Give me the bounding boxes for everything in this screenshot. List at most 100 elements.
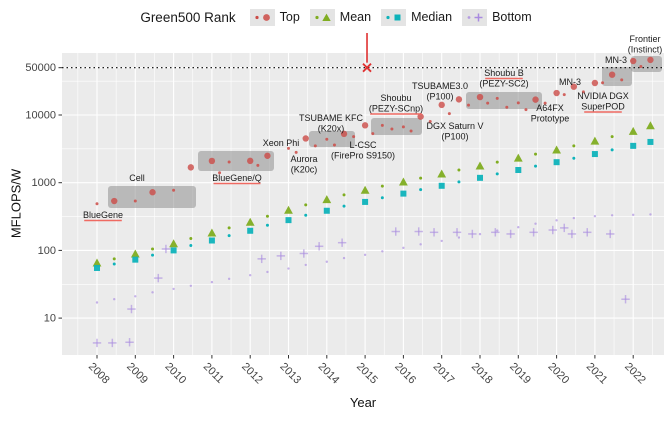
- data-point-bottom: [555, 219, 558, 222]
- x-tick-label: 2009: [124, 361, 150, 387]
- data-point-top: [428, 120, 432, 124]
- legend-title: Green500 Rank: [140, 9, 236, 25]
- data-point-top: [553, 89, 560, 97]
- data-point-top: [524, 108, 528, 112]
- data-point-bottom: [457, 236, 461, 239]
- data-point-median: [247, 227, 254, 234]
- data-point-top: [111, 197, 118, 205]
- annotation-label: Cell: [129, 173, 145, 183]
- annotation-label: (Instinct): [628, 45, 663, 55]
- data-point-mean: [304, 203, 308, 207]
- mean-triangle-icon: [315, 13, 331, 21]
- data-point-top: [476, 93, 484, 101]
- x-axis-title: Year: [349, 395, 377, 410]
- data-point-top: [187, 164, 195, 171]
- data-point-bottom: [381, 250, 384, 253]
- data-point-mean: [437, 169, 447, 178]
- data-point-top: [570, 83, 578, 90]
- x-tick-label: 2020: [545, 361, 571, 387]
- data-point-top: [172, 188, 176, 192]
- data-point-bottom: [151, 291, 154, 294]
- legend-key-median: [381, 8, 407, 26]
- data-point-bottom: [402, 246, 405, 250]
- legend-key-mean: [309, 8, 335, 26]
- data-point-mean: [265, 214, 269, 218]
- annotation-label: L-CSC: [349, 140, 377, 150]
- annotation-label: (PEZY-SCnp): [369, 104, 423, 114]
- y-tick-label: 10000: [25, 110, 56, 122]
- annotation-label: BlueGene: [83, 210, 123, 220]
- annotation-label: Xeon Phi: [263, 138, 300, 148]
- annotation-label: (P100): [426, 92, 453, 102]
- data-point-top: [495, 96, 499, 100]
- annotation-box: [631, 56, 662, 72]
- data-point-bottom: [249, 274, 252, 277]
- data-point-top: [543, 101, 547, 105]
- legend-item-mean: Mean: [309, 8, 371, 26]
- data-point-top: [516, 101, 520, 105]
- data-point-median: [151, 253, 155, 257]
- data-point-top: [361, 122, 369, 129]
- data-point-median: [572, 156, 576, 160]
- top-circle-icon: [255, 13, 270, 21]
- y-tick-label: 50000: [25, 62, 56, 74]
- data-point-median: [380, 196, 384, 200]
- data-point-bottom: [572, 216, 576, 220]
- data-point-mean: [284, 205, 293, 214]
- data-point-median: [457, 180, 461, 184]
- annotation-label: (FirePro S9150): [331, 151, 395, 161]
- x-tick-label: 2021: [584, 361, 610, 387]
- data-point-median: [495, 172, 499, 176]
- data-point-top: [149, 189, 156, 196]
- data-point-top: [208, 157, 216, 165]
- data-point-top: [256, 163, 260, 167]
- data-point-mean: [572, 144, 576, 148]
- data-point-top: [218, 171, 222, 175]
- x-tick-label: 2008: [86, 361, 112, 387]
- data-point-top: [380, 123, 384, 127]
- data-point-mean: [399, 177, 408, 186]
- data-point-median: [112, 262, 116, 266]
- annotation-label: SuperPOD: [581, 102, 625, 112]
- data-point-median: [94, 264, 100, 271]
- data-point-mean: [590, 136, 600, 145]
- legend-item-top: Top: [249, 8, 300, 26]
- data-point-mean: [245, 217, 255, 226]
- data-point-top: [294, 150, 298, 154]
- data-point-median: [170, 247, 177, 254]
- y-tick-label: 1000: [32, 177, 56, 189]
- data-point-top: [455, 96, 463, 103]
- data-point-median: [208, 237, 215, 244]
- data-point-bottom: [478, 232, 482, 236]
- data-point-median: [647, 138, 654, 145]
- median-square-icon: [386, 14, 401, 20]
- annotation-label: Shoubu B: [484, 68, 524, 78]
- data-point-median: [553, 159, 560, 166]
- data-point-bottom: [172, 287, 175, 291]
- data-point-top: [332, 143, 336, 147]
- target-miss-x-icon: [362, 63, 372, 73]
- x-tick-label: 2015: [354, 361, 380, 387]
- data-point-top: [227, 160, 231, 164]
- data-point-top: [287, 146, 290, 150]
- data-point-top: [313, 144, 317, 148]
- data-point-mean: [628, 126, 638, 135]
- data-point-mean: [534, 152, 538, 156]
- data-point-top: [486, 101, 490, 105]
- data-point-bottom: [325, 260, 328, 263]
- data-point-top: [371, 132, 375, 136]
- data-point-mean: [552, 145, 561, 154]
- x-tick-label: 2012: [239, 361, 265, 387]
- legend-key-top: [249, 8, 275, 26]
- annotation-box: [466, 92, 542, 109]
- data-point-bottom: [342, 256, 346, 260]
- data-point-bottom: [113, 298, 116, 301]
- legend-label-top: Top: [279, 10, 300, 24]
- data-point-mean: [169, 239, 178, 248]
- data-point-median: [438, 182, 445, 189]
- data-point-mean: [112, 257, 116, 261]
- x-tick-label: 2013: [277, 361, 303, 387]
- data-point-top: [401, 125, 405, 129]
